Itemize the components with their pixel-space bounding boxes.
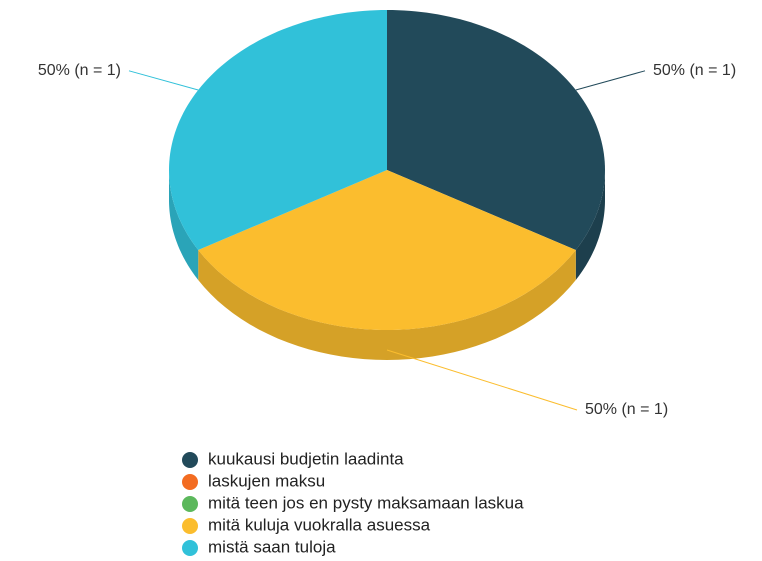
legend-label: mistä saan tuloja bbox=[208, 537, 336, 556]
legend-swatch bbox=[182, 540, 198, 556]
slice bbox=[198, 170, 576, 330]
leader-line bbox=[575, 70, 646, 91]
data-label: 50% (n = 1) bbox=[38, 62, 121, 79]
legend-label: mitä teen jos en pysty maksamaan laskua bbox=[208, 493, 524, 512]
pie-labels: 50% (n = 1) 50% (n = 1) 50% (n = 1) bbox=[38, 62, 736, 418]
legend-swatch bbox=[182, 452, 198, 468]
pie-tops bbox=[169, 10, 605, 330]
legend-label: laskujen maksu bbox=[208, 471, 325, 490]
pie-sides bbox=[169, 170, 605, 360]
legend-swatch bbox=[182, 474, 198, 490]
data-label: 50% (n = 1) bbox=[653, 62, 736, 79]
data-label: 50% (n = 1) bbox=[585, 401, 668, 418]
slice-side bbox=[575, 170, 605, 280]
slice-side bbox=[198, 250, 576, 360]
slice bbox=[387, 10, 605, 250]
legend-label: mitä kuluja vuokralla asuessa bbox=[208, 515, 431, 534]
leader-line bbox=[128, 70, 199, 91]
legend-label: kuukausi budjetin laadinta bbox=[208, 449, 404, 468]
legend-swatch bbox=[182, 518, 198, 534]
leader-line bbox=[386, 349, 578, 411]
slice bbox=[169, 10, 387, 250]
legend-swatch bbox=[182, 496, 198, 512]
slice-side bbox=[169, 170, 199, 280]
